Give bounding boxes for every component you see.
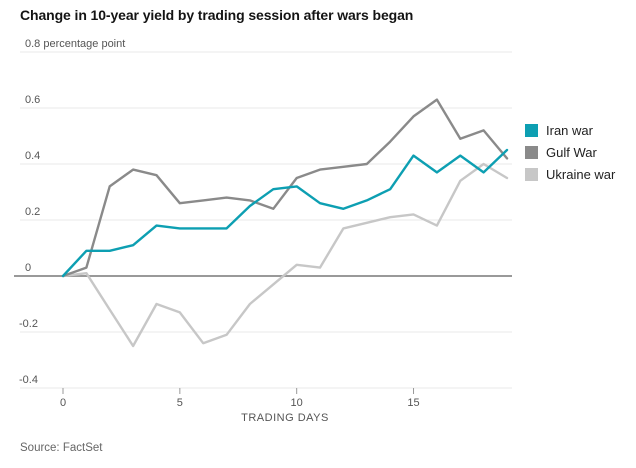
source-note: Source: FactSet xyxy=(20,442,103,454)
y-tick-label: 0 xyxy=(25,262,31,274)
y-tick-label: -0.2 xyxy=(19,318,38,330)
chart-title: Change in 10-year yield by trading sessi… xyxy=(20,7,414,23)
legend-swatch-gulf-war xyxy=(525,146,538,159)
series-layer xyxy=(61,98,509,348)
x-axis-label: TRADING DAYS xyxy=(241,412,329,424)
y-tick-label: 0.8 percentage point xyxy=(25,38,125,50)
y-tick-label: -0.4 xyxy=(19,374,38,386)
y-tick-label: 0.6 xyxy=(25,94,40,106)
legend-label-ukraine-war: Ukraine war xyxy=(546,167,616,182)
legend: Iran war Gulf War Ukraine war xyxy=(525,123,615,189)
x-tick-label: 10 xyxy=(291,397,303,409)
y-tick-label: 0.4 xyxy=(25,150,40,162)
legend-swatch-ukraine-war xyxy=(525,168,538,181)
series-line-ukraine-war xyxy=(61,162,509,348)
x-tick-label: 15 xyxy=(407,397,419,409)
legend-item-gulf-war: Gulf War xyxy=(525,145,615,160)
x-tick-label: 0 xyxy=(60,397,66,409)
legend-swatch-iran-war xyxy=(525,124,538,137)
y-tick-label: 0.2 xyxy=(25,206,40,218)
x-tick-label: 5 xyxy=(177,397,183,409)
legend-label-gulf-war: Gulf War xyxy=(546,145,597,160)
x-axis: 0 5 10 15 xyxy=(60,388,420,409)
legend-item-ukraine-war: Ukraine war xyxy=(525,167,615,182)
series-line-gulf-war xyxy=(61,98,509,278)
grid-layer: 0.8 percentage point 0.6 0.4 0.2 0 -0.2 -0.4 xyxy=(14,38,512,389)
legend-label-iran-war: Iran war xyxy=(546,123,593,138)
legend-item-iran-war: Iran war xyxy=(525,123,615,138)
series-line-iran-war xyxy=(61,148,509,278)
